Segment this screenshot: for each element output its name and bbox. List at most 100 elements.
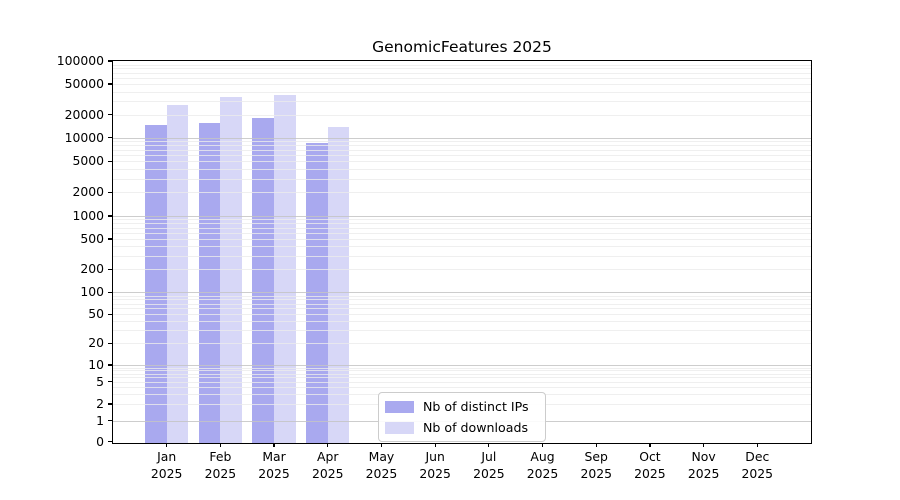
gridline-minor [113, 370, 811, 372]
gridline-minor [113, 232, 811, 234]
x-tick-label-line: 2025 [204, 465, 237, 481]
x-tick-label-line: 2025 [634, 465, 666, 481]
bar-downloads [166, 104, 189, 443]
y-tick-mark [108, 381, 112, 383]
gridline-major [113, 292, 811, 294]
x-tick-mark [649, 443, 651, 447]
y-tick-label: 200 [80, 261, 104, 277]
gridline-minor [113, 330, 811, 332]
gridline-minor [113, 155, 811, 157]
y-tick-mark [108, 160, 112, 162]
gridline-minor [113, 238, 811, 240]
x-tick-mark [434, 443, 436, 447]
gridline-minor [113, 192, 811, 194]
x-tick-label: Nov 2025 [672, 449, 736, 482]
x-tick-mark [273, 443, 275, 447]
x-tick-mark [166, 443, 168, 447]
gridline-minor [113, 168, 811, 170]
bar-distinct-ips [144, 125, 167, 443]
x-tick-mark [488, 443, 490, 447]
gridline-minor [113, 101, 811, 103]
y-tick-label: 50000 [64, 76, 104, 92]
gridline-minor [113, 314, 811, 316]
gridline-minor [113, 223, 811, 225]
y-tick-label: 10000 [64, 129, 104, 145]
y-tick-label: 2 [96, 395, 104, 411]
legend-label: Nb of distinct IPs [423, 399, 529, 414]
gridline-minor [113, 227, 811, 229]
gridline-minor [113, 114, 811, 116]
y-tick-label: 10 [88, 357, 104, 372]
y-tick-mark [108, 137, 112, 139]
y-tick-mark [108, 291, 112, 293]
y-tick-label: 2000 [72, 184, 104, 200]
gridline-minor [113, 269, 811, 271]
x-tick-label-line: Mar [262, 449, 286, 464]
legend: Nb of distinct IPs Nb of downloads [378, 392, 546, 442]
x-tick-label: Jan 2025 [135, 449, 199, 482]
y-tick-mark [108, 215, 112, 217]
gridline-minor [113, 387, 811, 389]
x-tick-label-line: Dec [745, 449, 770, 464]
gridline-minor [113, 72, 811, 74]
x-tick-label: Mar 2025 [242, 449, 306, 482]
y-tick-mark [108, 60, 112, 62]
y-tick-mark [108, 441, 112, 443]
gridline-minor [113, 68, 811, 70]
downloads-swatch [385, 421, 414, 434]
gridline-minor [113, 299, 811, 301]
gridline-minor [113, 78, 811, 80]
gridline-minor [113, 149, 811, 151]
gridline-major [113, 365, 811, 366]
x-tick-label-line: Jun [425, 449, 445, 464]
x-tick-label-line: 2025 [687, 465, 720, 481]
x-tick-label-line: Sep [584, 449, 608, 464]
y-tick-mark [108, 313, 112, 315]
legend-item-distinct-ips: Nb of distinct IPs [385, 399, 536, 414]
gridline-minor [113, 321, 811, 323]
y-tick-label: 20 [88, 335, 104, 351]
x-tick-label-line: 2025 [258, 465, 290, 481]
y-tick-label: 20000 [64, 106, 104, 122]
y-tick-mark [108, 83, 112, 85]
gridline-minor [113, 84, 811, 86]
legend-label: Nb of downloads [423, 420, 529, 435]
x-tick-label-line: May [368, 449, 395, 464]
x-tick-label: Jul 2025 [457, 449, 521, 482]
gridline-minor [113, 343, 811, 345]
y-tick-label: 0 [96, 433, 104, 449]
y-tick-label: 50 [88, 306, 104, 322]
x-tick-label-line: 2025 [580, 465, 612, 481]
x-tick-label: Oct 2025 [618, 449, 682, 482]
gridline-major [113, 137, 811, 139]
x-tick-label-line: Feb [209, 449, 232, 464]
x-tick-label-line: 2025 [526, 465, 559, 481]
x-tick-label-line: 2025 [365, 465, 398, 481]
gridline-minor [113, 91, 811, 93]
y-tick-label: 1000 [72, 208, 104, 223]
y-tick-mark [108, 420, 112, 422]
gridline-minor [113, 303, 811, 305]
y-tick-mark [108, 403, 112, 405]
y-tick-mark [108, 191, 112, 194]
x-tick-mark [219, 443, 221, 447]
legend-item-downloads: Nb of downloads [385, 420, 536, 435]
gridline-minor [113, 308, 811, 310]
gridline-minor [113, 367, 811, 369]
gridline-minor [113, 295, 811, 297]
x-tick-label-line: 2025 [150, 465, 183, 481]
y-tick-label: 1 [96, 412, 104, 428]
x-tick-label: Aug 2025 [511, 449, 575, 482]
gridline-minor [113, 145, 811, 147]
x-tick-mark [595, 443, 597, 447]
x-tick-label-line: Aug [530, 449, 555, 464]
x-tick-label-line: Jul [481, 449, 497, 464]
x-tick-label: Sep 2025 [564, 449, 628, 482]
x-tick-label-line: Oct [639, 449, 661, 464]
x-tick-mark [756, 443, 758, 447]
y-tick-label: 500 [80, 230, 104, 246]
x-tick-label-line: Jan [157, 449, 177, 464]
bar-downloads [327, 126, 350, 443]
chart-title: GenomicFeatures 2025 [372, 38, 552, 56]
